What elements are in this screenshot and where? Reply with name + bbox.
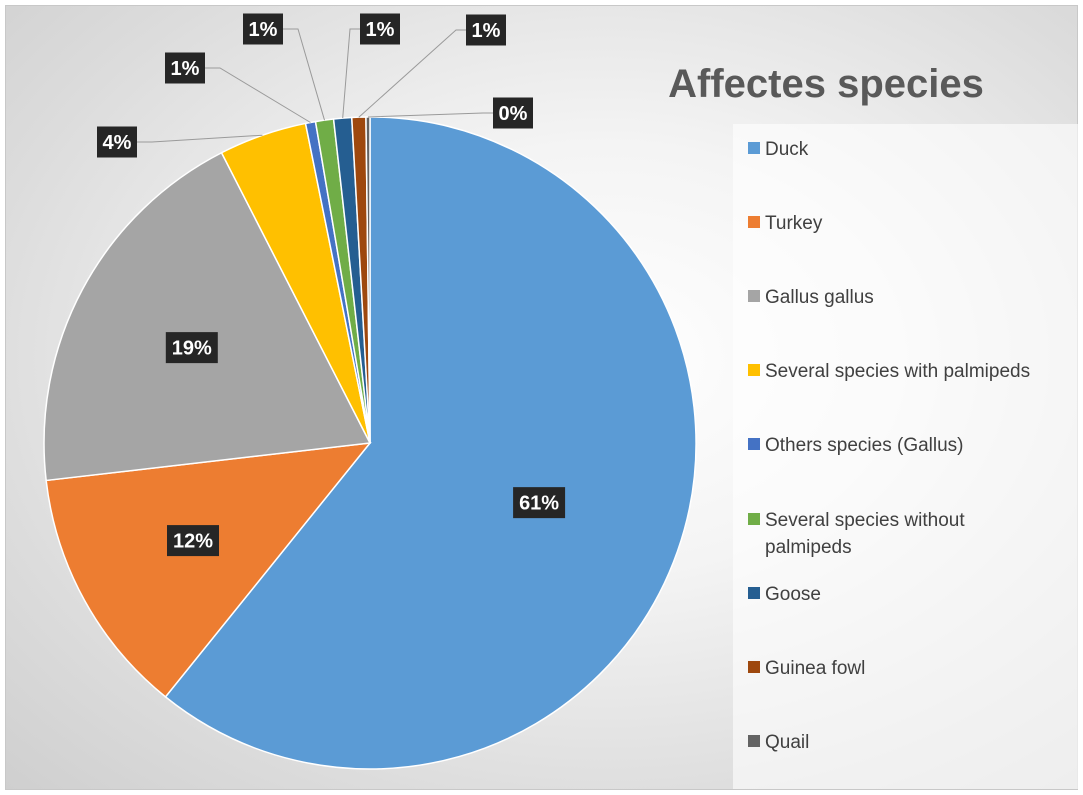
- legend-item-several-species-with-palmipeds[interactable]: Several species with palmipeds: [748, 361, 1030, 382]
- legend-item-several-species-without-palmipeds[interactable]: Several species without palmipeds: [748, 510, 965, 558]
- data-label-guinea-fowl-box: [466, 14, 506, 46]
- data-label-several-species-with-palmipeds: 4%: [97, 126, 137, 158]
- data-labels: 61% 12% 19% 4% 1% 1% 1% 1% 0%: [97, 13, 566, 557]
- data-label-others-species-gallus-text: 1%: [171, 58, 200, 80]
- data-label-turkey-text: 12%: [173, 531, 213, 553]
- data-label-duck-text: 61%: [519, 493, 559, 515]
- legend-label-gallus-gallus: Gallus gallus: [765, 287, 874, 308]
- legend-swatch-several-species-without-palmipeds: [748, 513, 760, 525]
- legend-label-several-species-with-palmipeds: Several species with palmipeds: [765, 361, 1030, 382]
- data-label-quail: 0%: [493, 97, 533, 129]
- data-label-goose-text: 1%: [366, 19, 395, 41]
- legend-item-others-species-gallus[interactable]: Others species (Gallus): [748, 435, 964, 456]
- data-label-others-species-gallus: 1%: [165, 52, 205, 84]
- data-label-others-species-gallus-box: [165, 52, 205, 84]
- data-label-gallus-gallus: 19%: [165, 332, 218, 364]
- legend-swatch-quail: [748, 735, 760, 747]
- legend-item-quail[interactable]: Quail: [748, 732, 809, 753]
- slice-gallus-gallus[interactable]: [43, 151, 372, 482]
- legend-swatch-others-species-gallus: [748, 438, 760, 450]
- legend-item-guinea-fowl[interactable]: Guinea fowl: [748, 658, 865, 679]
- data-label-several-species-without-palmipeds-text: 1%: [249, 19, 278, 41]
- legend: Duck Turkey Gallus gallus Several species w…: [748, 139, 1030, 753]
- data-label-gallus-gallus-box: [165, 332, 218, 364]
- chart-title: Affectes species: [668, 62, 984, 106]
- data-label-gallus-gallus-text: 19%: [172, 338, 212, 360]
- legend-panel: [733, 124, 1078, 789]
- data-label-turkey: 12%: [167, 525, 220, 557]
- legend-swatch-several-species-with-palmipeds: [748, 364, 760, 376]
- data-label-guinea-fowl-text: 1%: [472, 20, 501, 42]
- legend-item-turkey[interactable]: Turkey: [748, 213, 823, 234]
- data-label-several-species-without-palmipeds: 1%: [243, 13, 283, 45]
- legend-label-duck: Duck: [765, 139, 809, 160]
- pie-slices: [43, 116, 697, 770]
- legend-swatch-guinea-fowl: [748, 661, 760, 673]
- slice-duck[interactable]: [164, 116, 697, 770]
- data-label-quail-box: [493, 97, 533, 129]
- data-label-several-species-without-palmipeds-box: [243, 13, 283, 45]
- legend-item-goose[interactable]: Goose: [748, 584, 821, 605]
- legend-label-guinea-fowl: Guinea fowl: [765, 658, 865, 679]
- legend-swatch-turkey: [748, 216, 760, 228]
- leader-line-quail: [367, 112, 513, 118]
- legend-label-quail: Quail: [765, 732, 809, 753]
- data-label-guinea-fowl: 1%: [466, 14, 506, 46]
- slice-turkey[interactable]: [45, 442, 372, 698]
- data-label-several-species-with-palmipeds-text: 4%: [103, 132, 132, 154]
- legend-swatch-goose: [748, 587, 760, 599]
- data-label-turkey-box: [167, 525, 220, 557]
- leader-line-several-species-with-palmipeds: [117, 134, 263, 143]
- legend-label-turkey: Turkey: [765, 213, 823, 234]
- legend-item-gallus-gallus[interactable]: Gallus gallus: [748, 287, 874, 308]
- data-label-goose-box: [360, 13, 400, 45]
- data-label-duck-box: [513, 487, 566, 519]
- legend-label-goose: Goose: [765, 584, 821, 605]
- legend-item-duck[interactable]: Duck: [748, 139, 809, 160]
- legend-swatch-duck: [748, 142, 760, 154]
- legend-label-others-species-gallus: Others species (Gallus): [765, 435, 964, 456]
- data-label-quail-text: 0%: [499, 103, 528, 125]
- legend-swatch-gallus-gallus: [748, 290, 760, 302]
- data-label-duck: 61%: [513, 487, 566, 519]
- legend-label-several-species-without-palmipeds: Several species without palmipeds: [765, 510, 965, 558]
- data-label-several-species-with-palmipeds-box: [97, 126, 137, 158]
- data-label-goose: 1%: [360, 13, 400, 45]
